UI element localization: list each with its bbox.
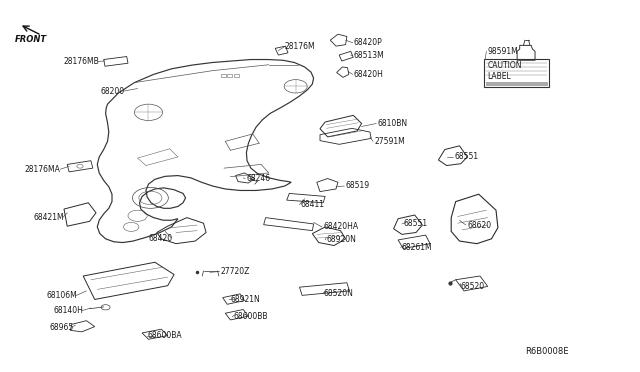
Text: 27720Z: 27720Z (221, 267, 250, 276)
Text: 68600BA: 68600BA (147, 331, 182, 340)
Text: 68420P: 68420P (354, 38, 383, 47)
Text: 68513M: 68513M (354, 51, 385, 60)
Text: 68106M: 68106M (46, 291, 77, 300)
Text: 68620: 68620 (467, 221, 492, 230)
Text: 68921N: 68921N (230, 295, 260, 304)
Bar (486, 82, 548, 86)
Text: 68140H: 68140H (53, 306, 83, 315)
Text: 68920N: 68920N (326, 235, 356, 244)
Text: 68420: 68420 (148, 234, 173, 243)
Text: 28176MA: 28176MA (25, 165, 61, 174)
Text: R6B0008E: R6B0008E (525, 347, 568, 356)
Text: 68420HA: 68420HA (323, 222, 358, 231)
Text: 68965: 68965 (49, 323, 74, 332)
Text: LABEL: LABEL (488, 72, 511, 81)
Text: 68246: 68246 (246, 174, 271, 183)
Text: 6810BN: 6810BN (378, 119, 408, 128)
Text: 28176MB: 28176MB (63, 57, 99, 66)
Text: 68261M: 68261M (402, 243, 433, 252)
Text: 68551: 68551 (403, 219, 428, 228)
Text: 68200: 68200 (100, 87, 125, 96)
Text: 68421M: 68421M (33, 213, 64, 222)
Text: 27591M: 27591M (374, 137, 405, 146)
Text: 68519: 68519 (346, 182, 370, 190)
Bar (221, 74, 226, 77)
Text: CAUTION: CAUTION (488, 61, 522, 70)
Text: 68520: 68520 (461, 282, 485, 291)
Text: 68551: 68551 (454, 153, 479, 161)
Text: 68411: 68411 (301, 200, 324, 209)
Bar (227, 74, 232, 77)
Text: FRONT: FRONT (15, 35, 47, 44)
Text: 28176M: 28176M (285, 42, 316, 51)
Text: 98591M: 98591M (488, 47, 518, 56)
Bar (234, 74, 239, 77)
Text: 68600BB: 68600BB (234, 312, 268, 321)
Text: 68420H: 68420H (354, 70, 384, 79)
Text: 68520N: 68520N (323, 289, 353, 298)
